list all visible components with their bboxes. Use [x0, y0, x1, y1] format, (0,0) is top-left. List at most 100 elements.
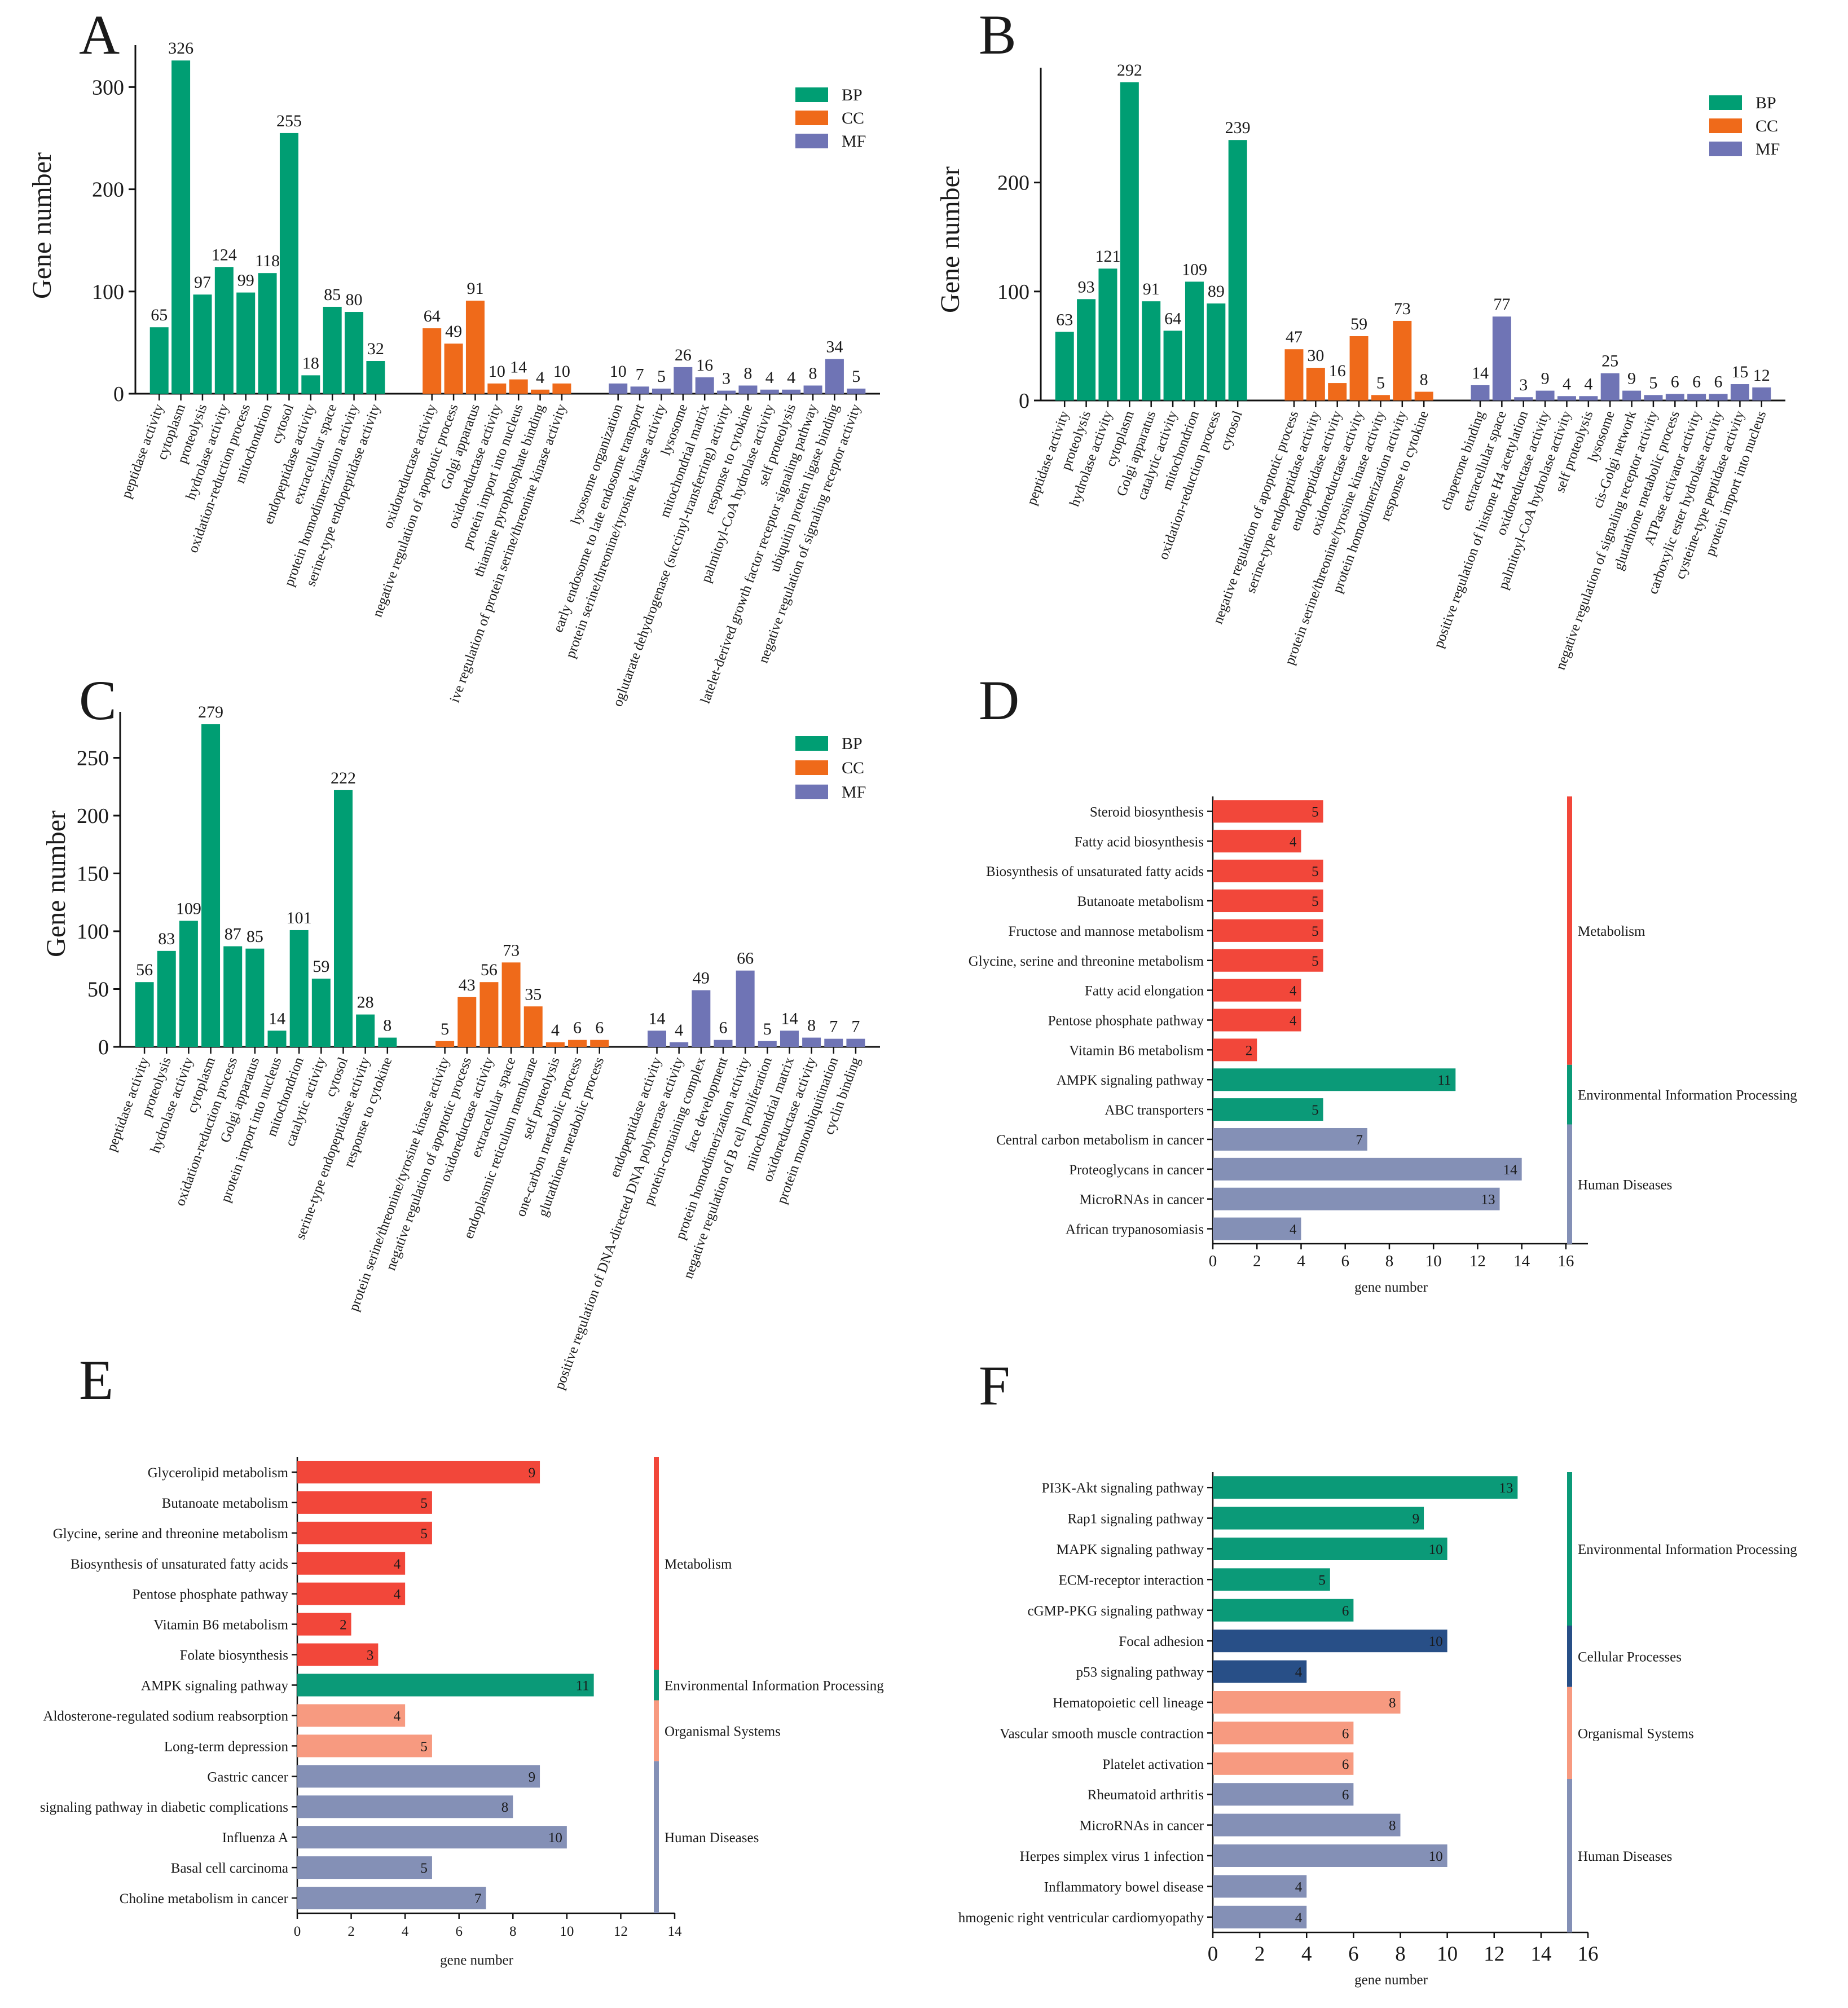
data-label: 222: [331, 769, 356, 787]
data-label: 35: [525, 985, 542, 1003]
class-label: Human Diseases: [1578, 1177, 1672, 1192]
class-strip: [654, 1670, 659, 1701]
category-label: Biosynthesis of unsaturated fatty acids: [986, 864, 1204, 879]
data-label: 101: [287, 909, 312, 927]
value-label: 13: [1481, 1192, 1495, 1208]
value-label: 4: [1295, 1665, 1303, 1680]
value-label: 14: [1503, 1162, 1518, 1178]
x-tick-label: 14: [1530, 1943, 1551, 1966]
value-label: 3: [367, 1648, 374, 1663]
category-label: Fructose and mannose metabolism: [1009, 924, 1204, 939]
category-label: AMPK signaling pathway: [141, 1679, 289, 1694]
data-label: 8: [809, 364, 817, 383]
bar-cc: [523, 1006, 543, 1047]
value-label: 4: [1290, 1014, 1297, 1029]
category-label: Central carbon metabolism in cancer: [996, 1133, 1204, 1148]
bar-cc: [1306, 368, 1325, 400]
data-label: 6: [1714, 372, 1723, 391]
category-label: Herpes simplex virus 1 infection: [1020, 1849, 1204, 1864]
value-label: 10: [1429, 1542, 1443, 1557]
value-label: 11: [576, 1679, 589, 1694]
value-label: 4: [1295, 1879, 1303, 1895]
legend-swatch-bp: [795, 87, 828, 102]
bar-bp: [267, 1031, 287, 1047]
legend-swatch-mf: [795, 785, 828, 799]
class-strip: [1567, 796, 1572, 1065]
bar-bp: [179, 921, 198, 1047]
bar-bp: [135, 982, 154, 1047]
class-strip: [1567, 1124, 1572, 1244]
bar-mf: [760, 389, 779, 394]
data-label: 87: [225, 925, 241, 944]
category-label: Inflammatory bowel disease: [1044, 1879, 1204, 1895]
data-label: 89: [1208, 282, 1225, 301]
class-strip: [1567, 1686, 1572, 1779]
panel-letter: F: [979, 1354, 1010, 1417]
data-label: 9: [1627, 369, 1636, 388]
data-label: 16: [1329, 362, 1346, 380]
category-label: MAPK signaling pathway: [1057, 1542, 1204, 1557]
class-strip: [654, 1457, 659, 1670]
class-strip: [1567, 1779, 1572, 1932]
y-axis-label: Gene number: [41, 811, 71, 957]
bar: [297, 1826, 567, 1849]
class-label: Organismal Systems: [1578, 1726, 1694, 1741]
category-label: Butanoate metabolism: [162, 1496, 289, 1511]
y-tick-label: 100: [92, 280, 124, 304]
value-label: 4: [1290, 984, 1297, 999]
class-strip: [1567, 1472, 1572, 1626]
value-label: 10: [548, 1830, 562, 1846]
y-tick-label: 200: [92, 178, 124, 202]
bar: [297, 1734, 432, 1758]
bar: [1213, 1875, 1307, 1898]
data-label: 7: [829, 1018, 838, 1036]
bar-bp: [193, 294, 212, 394]
y-tick-label: 200: [997, 171, 1029, 195]
data-label: 7: [851, 1018, 860, 1036]
legend-swatch-mf: [795, 134, 828, 148]
panel-letter: B: [979, 3, 1017, 66]
bar-mf: [652, 388, 671, 394]
bar-bp: [279, 133, 298, 394]
class-strip: [1567, 1064, 1572, 1125]
bar: [1213, 1538, 1447, 1560]
bar: [1213, 1783, 1354, 1806]
data-label: 14: [510, 358, 527, 377]
bar-mf: [1644, 395, 1663, 400]
bar: [297, 1521, 432, 1544]
value-label: 4: [394, 1557, 401, 1572]
legend-label: BP: [842, 86, 863, 104]
data-label: 118: [255, 252, 280, 270]
bar-mf: [630, 386, 649, 394]
bar: [297, 1460, 540, 1483]
bar-cc: [444, 344, 463, 394]
data-label: 91: [467, 279, 483, 298]
value-label: 5: [420, 1739, 428, 1754]
bar-cc: [457, 997, 477, 1047]
bar-mf: [803, 385, 822, 394]
bar-bp: [311, 979, 331, 1047]
data-label: 3: [722, 369, 731, 388]
data-label: 4: [765, 368, 774, 387]
category-label: Long-term depression: [164, 1739, 289, 1754]
x-tick-label: positive regulation of DNA-directed DNA …: [552, 1055, 687, 1391]
data-label: 65: [151, 306, 168, 324]
data-label: 66: [737, 949, 754, 968]
data-label: 8: [1420, 371, 1428, 389]
legend-label: MF: [1755, 140, 1780, 158]
bar-mf: [1665, 394, 1684, 400]
x-tick-label: 0: [1209, 1252, 1217, 1270]
data-label: 12: [1753, 366, 1770, 385]
legend-label: MF: [842, 783, 866, 802]
bar-mf: [780, 1031, 799, 1047]
bar-mf: [1600, 373, 1620, 400]
legend-label: CC: [842, 109, 864, 127]
y-axis-label: Gene number: [935, 166, 965, 313]
bar: [297, 1856, 432, 1879]
data-label: 49: [693, 969, 710, 988]
value-label: 5: [1312, 804, 1319, 820]
data-label: 64: [424, 307, 441, 325]
panel-E: E 0 2 4 6 8 10 12 14 gene number Glycerolipid meta…: [40, 1349, 884, 1968]
value-label: 6: [1342, 1757, 1349, 1772]
